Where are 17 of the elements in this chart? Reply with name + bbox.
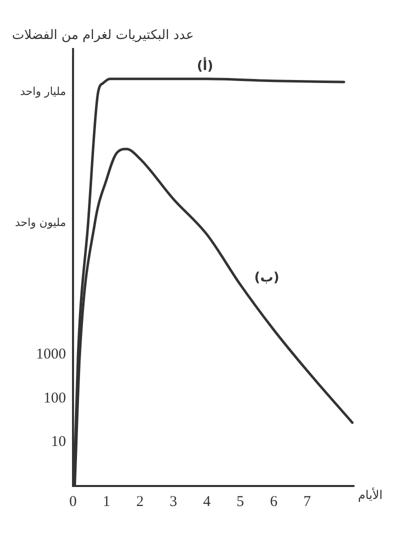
x-tick-label: 3 — [170, 494, 178, 510]
x-axis-title: الأيام — [358, 487, 383, 502]
y-tick-label: مليون واحد — [14, 216, 66, 230]
y-tick-label: 1000 — [36, 346, 66, 363]
y-tick-label: مليار واحد — [20, 84, 66, 98]
x-tick-label: 7 — [303, 494, 312, 510]
x-tick-label: 1 — [102, 494, 110, 510]
y-axis-title: عدد البكتيريات لغرام من الفضلات — [12, 28, 194, 43]
series-label: (ب) — [254, 270, 280, 286]
y-tick-label: 10 — [51, 434, 66, 450]
x-tick-label: 0 — [69, 494, 77, 510]
x-tick-label: 6 — [270, 494, 278, 510]
y-tick-label: 100 — [44, 390, 66, 406]
series-label: (أ) — [196, 56, 214, 74]
x-tick-label: 2 — [136, 494, 144, 510]
x-tick-label: 4 — [203, 494, 212, 510]
x-tick-label: 5 — [236, 494, 244, 510]
